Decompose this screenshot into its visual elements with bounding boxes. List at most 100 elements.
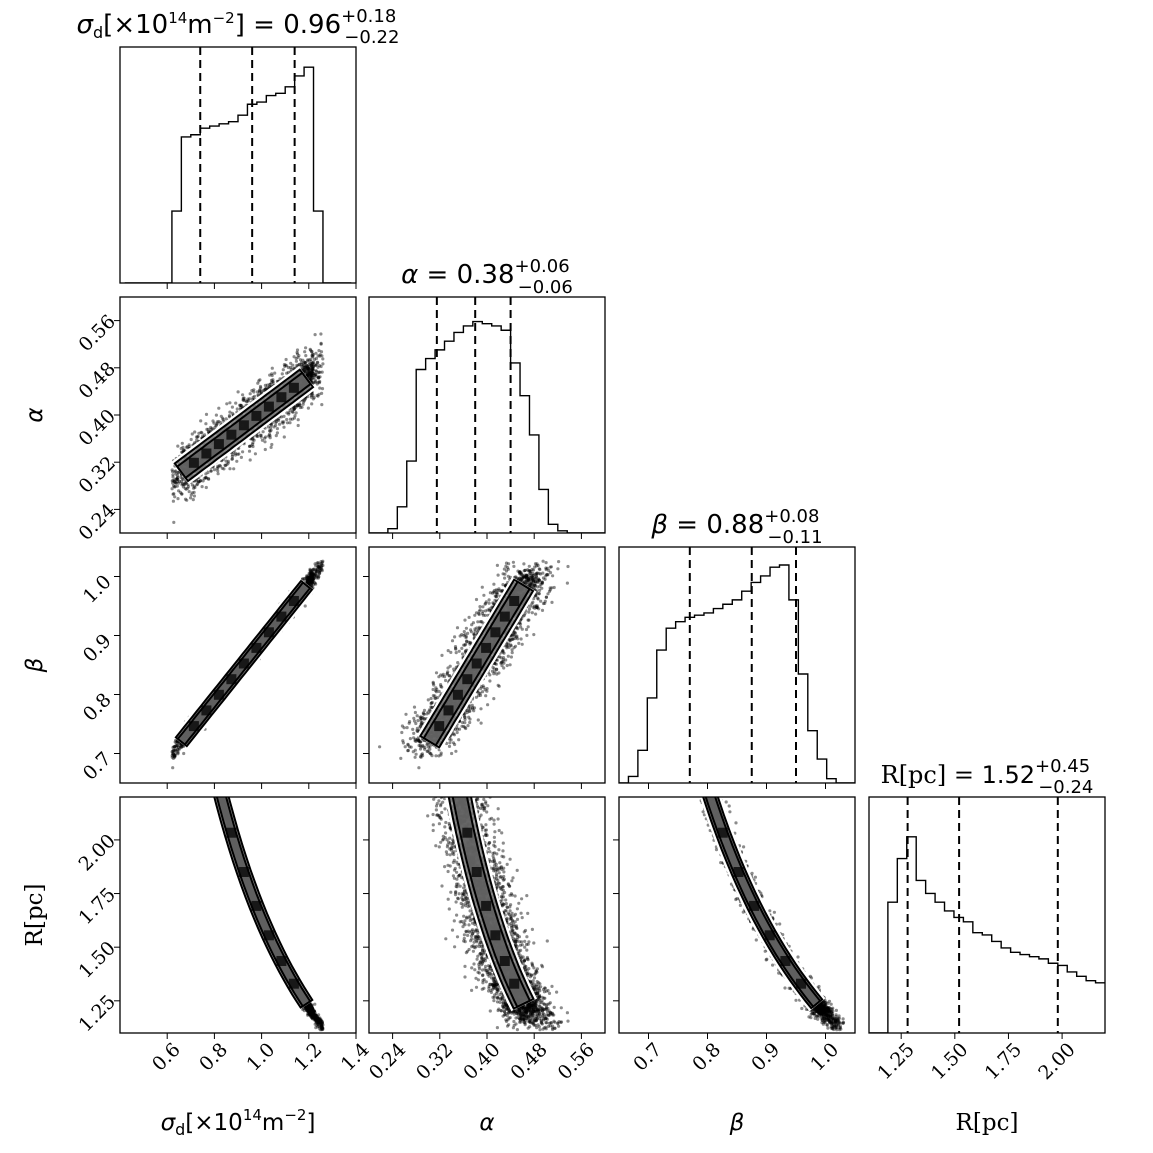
sample-point bbox=[253, 395, 256, 398]
sample-point bbox=[216, 465, 219, 468]
panel-frame bbox=[120, 47, 356, 283]
sample-point bbox=[225, 402, 228, 405]
sample-point bbox=[176, 485, 179, 488]
sample-point bbox=[320, 392, 323, 395]
sample-point bbox=[260, 390, 263, 393]
sample-point bbox=[199, 419, 202, 422]
sample-point bbox=[176, 445, 179, 448]
sample-point bbox=[228, 467, 231, 470]
sample-point bbox=[314, 375, 317, 378]
sample-point bbox=[283, 363, 286, 366]
sample-point bbox=[488, 679, 491, 682]
sample-point bbox=[281, 372, 284, 375]
sample-point bbox=[320, 350, 323, 353]
density-cell bbox=[214, 439, 224, 449]
density-cell bbox=[189, 721, 199, 731]
sample-point bbox=[465, 627, 468, 630]
sample-point bbox=[250, 389, 253, 392]
sample-point bbox=[173, 478, 176, 481]
sample-point bbox=[542, 560, 545, 563]
panels-layer bbox=[114, 47, 1105, 1039]
sample-point bbox=[264, 384, 267, 387]
sample-point bbox=[479, 707, 482, 710]
histogram-alpha bbox=[369, 322, 605, 533]
sample-point bbox=[172, 500, 175, 503]
density-cell bbox=[214, 690, 224, 700]
panel-sigma_d-sigma_d bbox=[125, 47, 352, 283]
sample-point bbox=[512, 565, 515, 568]
sample-point bbox=[310, 402, 313, 405]
sample-point bbox=[184, 482, 187, 485]
sample-point bbox=[318, 387, 321, 390]
sample-point bbox=[231, 453, 234, 456]
sample-point bbox=[192, 498, 195, 501]
sample-point bbox=[321, 387, 324, 390]
sample-point bbox=[217, 407, 220, 410]
sample-point bbox=[484, 694, 487, 697]
sample-point bbox=[414, 749, 417, 752]
sample-point bbox=[240, 404, 243, 407]
sample-point bbox=[248, 445, 251, 448]
sample-point bbox=[512, 561, 515, 564]
sample-point bbox=[188, 490, 191, 493]
sample-point bbox=[195, 483, 198, 486]
sample-point bbox=[321, 569, 324, 572]
sample-point bbox=[312, 568, 315, 571]
sample-point bbox=[309, 366, 312, 369]
sample-point bbox=[189, 496, 192, 499]
sample-point bbox=[259, 386, 262, 389]
sample-point bbox=[303, 350, 306, 353]
sample-point bbox=[287, 366, 290, 369]
sample-point bbox=[258, 378, 261, 381]
sample-point bbox=[297, 424, 300, 427]
sample-point bbox=[187, 485, 190, 488]
density-cell bbox=[276, 392, 286, 402]
sample-point bbox=[205, 486, 208, 489]
sample-point bbox=[315, 370, 318, 373]
sample-point bbox=[191, 432, 194, 435]
sample-point bbox=[273, 425, 276, 428]
sample-point bbox=[317, 575, 320, 578]
sample-point bbox=[181, 442, 184, 445]
sample-point bbox=[276, 427, 279, 430]
sample-point bbox=[234, 452, 237, 455]
sample-point bbox=[223, 464, 226, 467]
sample-point bbox=[314, 333, 317, 336]
sample-point bbox=[503, 577, 506, 580]
sample-point bbox=[241, 393, 244, 396]
sample-point bbox=[190, 438, 193, 441]
sample-point bbox=[201, 485, 204, 488]
sample-point bbox=[311, 580, 314, 583]
sample-point bbox=[254, 452, 257, 455]
sample-point bbox=[285, 418, 288, 421]
sample-point bbox=[207, 430, 210, 433]
sample-point bbox=[414, 756, 417, 759]
sample-point bbox=[308, 576, 311, 579]
sample-point bbox=[196, 435, 199, 438]
sample-point bbox=[304, 604, 307, 607]
sample-point bbox=[298, 404, 301, 407]
density-cell bbox=[264, 402, 274, 412]
sample-point bbox=[181, 446, 184, 449]
sample-point bbox=[222, 467, 225, 470]
sample-point bbox=[318, 380, 321, 383]
sample-point bbox=[473, 614, 476, 617]
sample-point bbox=[248, 450, 251, 453]
sample-point bbox=[534, 613, 537, 616]
sample-point bbox=[240, 456, 243, 459]
sample-point bbox=[193, 494, 196, 497]
sample-point bbox=[171, 766, 174, 769]
sample-point bbox=[412, 732, 415, 735]
sample-point bbox=[295, 411, 298, 414]
density-cell bbox=[189, 458, 199, 468]
sample-point bbox=[228, 401, 231, 404]
sample-point bbox=[311, 376, 314, 379]
sample-point bbox=[320, 566, 323, 569]
density-cell bbox=[226, 674, 236, 684]
density-cell bbox=[201, 705, 211, 715]
sample-point bbox=[188, 443, 191, 446]
sample-point bbox=[317, 376, 320, 379]
sample-point bbox=[517, 642, 520, 645]
sample-point bbox=[314, 569, 317, 572]
